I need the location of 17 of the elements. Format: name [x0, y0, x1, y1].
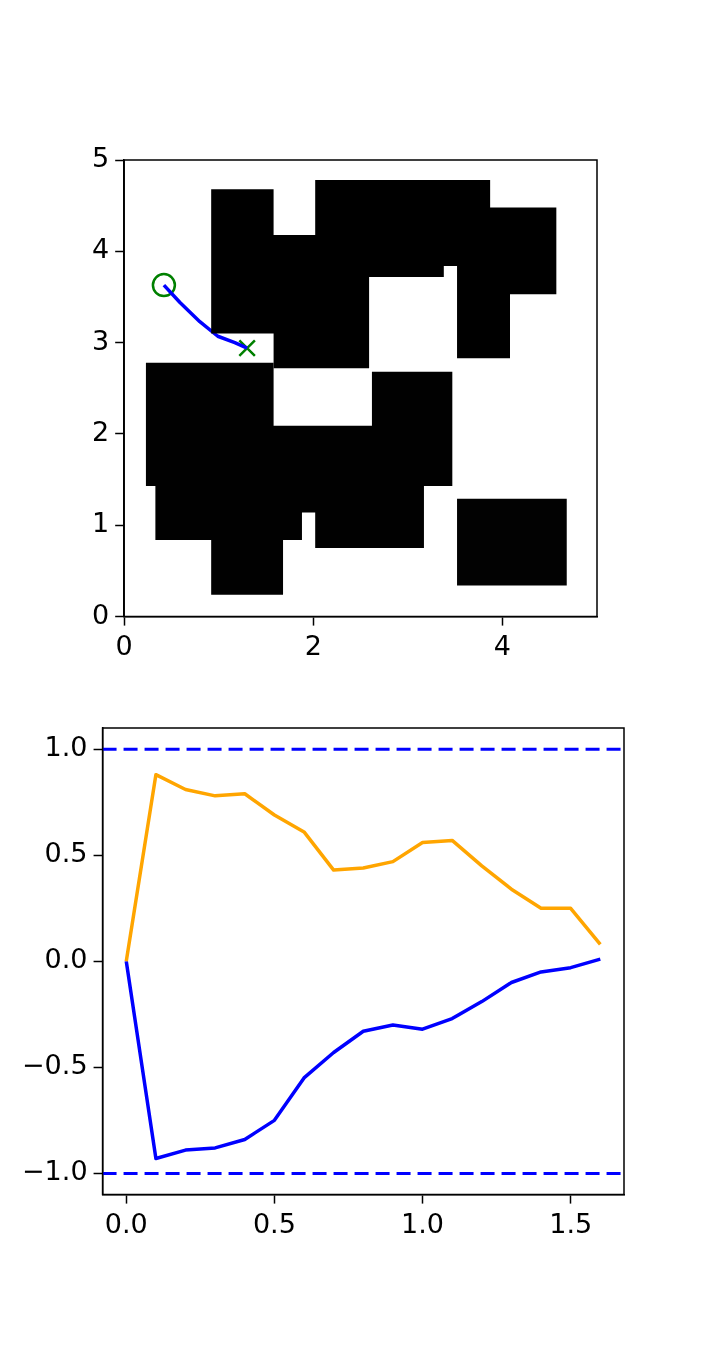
x-tick-label: 1.5	[549, 1207, 593, 1239]
y-tick-label: −1.0	[22, 1155, 88, 1187]
y-tick-label: 2	[91, 415, 110, 447]
x-tick-label: 2	[304, 629, 322, 661]
y-tick-label: 3	[91, 324, 110, 356]
y-tick-label: 0	[91, 598, 110, 630]
y-tick-label: 4	[91, 233, 110, 265]
y-tick-label: 1.0	[44, 731, 88, 763]
y-tick-label: 0.0	[44, 943, 88, 975]
x-tick-label: 0.5	[252, 1207, 296, 1239]
y-tick-label: 0.5	[44, 837, 88, 869]
y-tick-label: 5	[91, 142, 110, 174]
x-tick-label: 4	[493, 629, 512, 661]
x-tick-label: 1.0	[401, 1207, 445, 1239]
y-tick-label: 1	[91, 507, 110, 539]
y-tick-label: −0.5	[22, 1049, 88, 1081]
x-tick-label: 0	[115, 629, 133, 661]
